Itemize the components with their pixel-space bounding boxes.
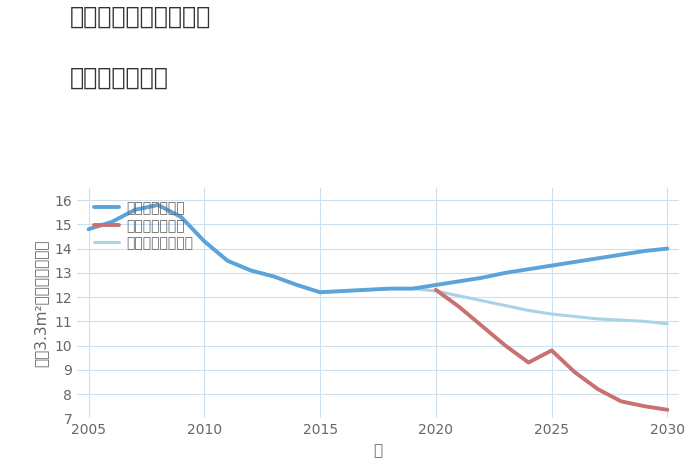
ノーマルシナリオ	[316, 290, 324, 295]
バッドシナリオ	[547, 348, 556, 353]
バッドシナリオ	[570, 369, 579, 375]
バッドシナリオ	[478, 323, 486, 329]
ノーマルシナリオ	[246, 267, 255, 273]
バッドシナリオ	[501, 343, 510, 348]
Text: 土地の価格推移: 土地の価格推移	[70, 66, 169, 90]
グッドシナリオ	[131, 207, 139, 212]
グッドシナリオ	[200, 238, 209, 244]
グッドシナリオ	[362, 287, 370, 293]
グッドシナリオ	[547, 263, 556, 268]
ノーマルシナリオ	[293, 282, 301, 288]
ノーマルシナリオ	[85, 227, 93, 232]
ノーマルシナリオ	[386, 286, 394, 291]
ノーマルシナリオ	[663, 321, 671, 327]
バッドシナリオ	[617, 399, 625, 404]
バッドシナリオ	[455, 304, 463, 310]
ノーマルシナリオ	[640, 319, 648, 324]
ノーマルシナリオ	[547, 311, 556, 317]
グッドシナリオ	[478, 275, 486, 281]
ノーマルシナリオ	[570, 313, 579, 319]
バッドシナリオ	[663, 407, 671, 413]
グッドシナリオ	[409, 286, 417, 291]
Text: 三重県松阪市久米町の: 三重県松阪市久米町の	[70, 5, 211, 29]
グッドシナリオ	[432, 282, 440, 288]
グッドシナリオ	[293, 282, 301, 288]
グッドシナリオ	[177, 214, 186, 220]
グッドシナリオ	[455, 279, 463, 284]
ノーマルシナリオ	[362, 287, 370, 293]
Line: ノーマルシナリオ: ノーマルシナリオ	[89, 205, 667, 324]
グッドシナリオ	[524, 266, 533, 272]
グッドシナリオ	[339, 288, 347, 294]
グッドシナリオ	[640, 248, 648, 254]
ノーマルシナリオ	[154, 202, 162, 208]
ノーマルシナリオ	[270, 274, 278, 279]
ノーマルシナリオ	[177, 214, 186, 220]
ノーマルシナリオ	[617, 317, 625, 323]
ノーマルシナリオ	[455, 293, 463, 299]
ノーマルシナリオ	[223, 258, 232, 264]
Line: グッドシナリオ: グッドシナリオ	[89, 205, 667, 292]
グッドシナリオ	[663, 246, 671, 251]
グッドシナリオ	[617, 252, 625, 258]
ノーマルシナリオ	[339, 288, 347, 294]
グッドシナリオ	[501, 270, 510, 276]
グッドシナリオ	[316, 290, 324, 295]
Legend: グッドシナリオ, バッドシナリオ, ノーマルシナリオ: グッドシナリオ, バッドシナリオ, ノーマルシナリオ	[90, 197, 197, 255]
ノーマルシナリオ	[501, 303, 510, 308]
Line: バッドシナリオ: バッドシナリオ	[436, 290, 667, 410]
ノーマルシナリオ	[409, 286, 417, 291]
グッドシナリオ	[154, 202, 162, 208]
グッドシナリオ	[594, 256, 602, 261]
グッドシナリオ	[85, 227, 93, 232]
グッドシナリオ	[386, 286, 394, 291]
グッドシナリオ	[270, 274, 278, 279]
グッドシナリオ	[223, 258, 232, 264]
バッドシナリオ	[432, 287, 440, 293]
ノーマルシナリオ	[478, 298, 486, 304]
ノーマルシナリオ	[108, 219, 116, 225]
バッドシナリオ	[524, 360, 533, 365]
バッドシナリオ	[594, 386, 602, 392]
ノーマルシナリオ	[131, 207, 139, 212]
グッドシナリオ	[108, 219, 116, 225]
ノーマルシナリオ	[594, 316, 602, 322]
ノーマルシナリオ	[200, 238, 209, 244]
Y-axis label: 坪（3.3m²）単価（万円）: 坪（3.3m²）単価（万円）	[34, 239, 49, 367]
X-axis label: 年: 年	[373, 443, 383, 458]
グッドシナリオ	[246, 267, 255, 273]
バッドシナリオ	[640, 403, 648, 409]
ノーマルシナリオ	[432, 288, 440, 294]
ノーマルシナリオ	[524, 307, 533, 313]
グッドシナリオ	[570, 259, 579, 265]
